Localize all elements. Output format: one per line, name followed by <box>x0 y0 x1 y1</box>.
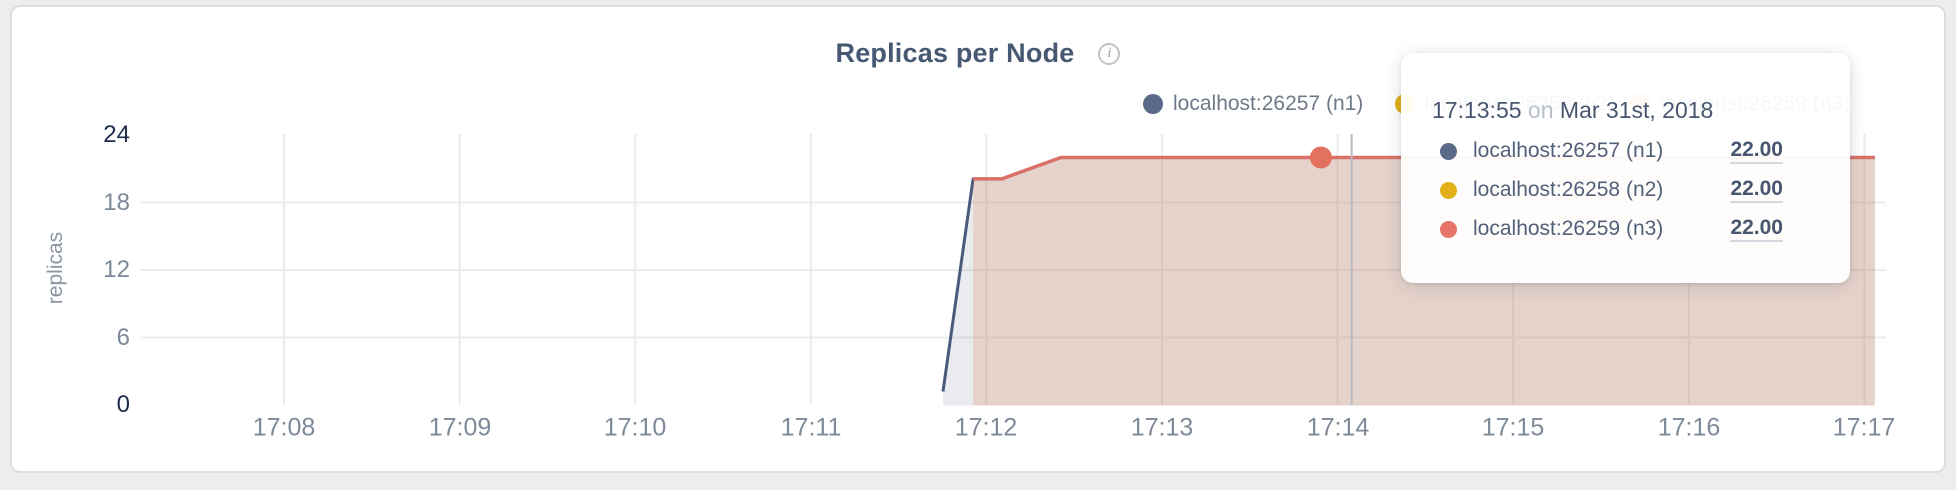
x-tick-1710: 17:10 <box>603 413 667 442</box>
tooltip-row-n3: localhost:26259 (n3) 22.00 <box>1432 216 1783 243</box>
x-tick-1709: 17:09 <box>428 413 492 442</box>
y-tick-12: 12 <box>103 256 130 283</box>
tooltip-label-n1: localhost:26257 (n1) <box>1473 139 1664 162</box>
x-tick-1713: 17:13 <box>1130 413 1194 442</box>
tooltip-row-n2: localhost:26258 (n2) 22.00 <box>1432 177 1783 204</box>
tooltip-row-n1: localhost:26257 (n1) 22.00 <box>1432 138 1783 165</box>
tooltip-label-n2: localhost:26258 (n2) <box>1473 178 1664 201</box>
tooltip-time: 17:13:55 <box>1432 97 1522 123</box>
chart-title: Replicas per Node <box>835 38 1075 68</box>
y-tick-6: 6 <box>116 324 130 351</box>
tooltip-value-n1: 22.00 <box>1730 138 1783 165</box>
y-tick-24: 24 <box>103 121 130 148</box>
legend-item-n1[interactable]: localhost:26257 (n1) <box>1143 92 1363 116</box>
tooltip-value-n2: 22.00 <box>1730 177 1783 204</box>
tooltip-on-word: on <box>1527 97 1554 123</box>
tooltip-timestamp: 17:13:55 on Mar 31st, 2018 <box>1432 97 1713 124</box>
tooltip-value-n3: 22.00 <box>1730 216 1783 243</box>
tooltip-dot-n2 <box>1440 181 1457 199</box>
x-tick-1715: 17:15 <box>1481 413 1545 442</box>
x-tick-1712: 17:12 <box>954 413 1018 442</box>
info-icon[interactable]: i <box>1098 42 1121 65</box>
x-tick-1708: 17:08 <box>252 413 316 442</box>
x-tick-1714: 17:14 <box>1306 413 1370 442</box>
hover-tooltip: 17:13:55 on Mar 31st, 2018 localhost:262… <box>1401 53 1850 283</box>
tooltip-label-n3: localhost:26259 (n3) <box>1473 217 1664 240</box>
x-tick-1711: 17:11 <box>780 413 842 442</box>
y-tick-18: 18 <box>103 189 130 216</box>
x-tick-1717: 17:17 <box>1832 413 1896 442</box>
y-tick-0: 0 <box>116 391 130 418</box>
legend-label-n1: localhost:26257 (n1) <box>1173 92 1364 115</box>
legend-dot-n1 <box>1143 94 1163 114</box>
tooltip-dot-n1 <box>1440 142 1457 160</box>
tooltip-date: Mar 31st, 2018 <box>1559 97 1714 123</box>
chart-title-row: Replicas per Node i <box>0 38 1956 69</box>
tooltip-dot-n3 <box>1440 220 1457 238</box>
x-tick-1716: 17:16 <box>1657 413 1721 442</box>
